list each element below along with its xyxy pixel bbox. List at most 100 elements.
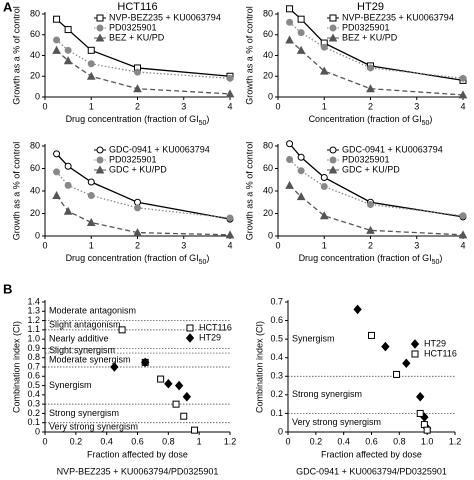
marker: [368, 331, 375, 339]
marker: [53, 15, 61, 23]
x-axis-label: Fraction affected by dose: [321, 449, 422, 459]
marker: [286, 140, 294, 148]
region-label: Slight synergism: [49, 345, 115, 355]
marker: [157, 375, 165, 383]
x-axis-label-part: ): [429, 114, 432, 124]
chart: 0 20 40 60 80 0 1 2 3 4 Drug concentration (fracti…: [244, 140, 468, 266]
y-tick-label: 0: [268, 91, 273, 101]
x-tick-label: 2: [368, 240, 373, 250]
y-tick-label: 20: [263, 71, 273, 81]
region-label: Moderate antagonism: [49, 306, 136, 316]
y-tick-label: 0.9: [27, 343, 40, 353]
marker: [134, 204, 141, 212]
y-tick-label: 80: [30, 140, 40, 150]
x-tick-label: 1: [322, 240, 327, 250]
y-tick-label: 0.2: [270, 389, 283, 399]
y-tick-label: 40: [263, 50, 273, 60]
series-line: [289, 39, 464, 96]
y-tick-label: 1.1: [27, 324, 40, 334]
legend-label: HCT116: [424, 348, 457, 358]
legend-label: GDC + KU/PD: [342, 164, 400, 174]
marker: [297, 167, 305, 175]
y-tick-label: 60: [30, 29, 40, 39]
y-tick-label: 80: [263, 8, 273, 18]
marker: [64, 162, 72, 170]
marker: [133, 84, 142, 93]
x-tick-label: 1: [197, 436, 202, 446]
marker: [285, 180, 294, 189]
marker: [64, 46, 72, 54]
y-tick-label: 1.0: [27, 334, 40, 344]
legend-label: HT29: [424, 338, 446, 348]
x-axis-label: Drug concentration (fraction of GI50): [66, 114, 210, 127]
x-tick-label: 1.2: [224, 436, 237, 446]
legend-label: NVP-BEZ235 + KU0063794: [109, 12, 221, 22]
y-tick-label: 20: [30, 71, 40, 81]
marker: [133, 228, 142, 237]
y-tick-label: 60: [30, 163, 40, 173]
marker: [393, 370, 401, 378]
marker: [366, 84, 375, 93]
x-tick-label: 0.2: [310, 436, 323, 446]
legend-label: PD0325901: [109, 154, 157, 164]
marker: [319, 66, 329, 75]
x-axis-label: Fraction affected by dose: [87, 449, 188, 459]
region-label: Slight antagonism: [49, 320, 121, 330]
marker: [367, 64, 374, 72]
region-label: Very strong synergism: [292, 417, 381, 427]
y-axis-label: Growth as a % of control: [11, 142, 21, 241]
legend-label: HCT116: [199, 322, 232, 332]
x-tick-label: 0.8: [162, 436, 175, 446]
x-tick-label: 0.8: [393, 436, 406, 446]
y-tick-label: 40: [30, 185, 40, 195]
legend-marker: [96, 156, 104, 164]
y-tick-label: 80: [263, 140, 273, 150]
x-tick-label: 1: [89, 101, 94, 111]
series-line: [289, 159, 464, 217]
marker: [286, 5, 294, 13]
legend-label: GDC-0941 + KU0063794: [342, 144, 443, 154]
y-axis-label: Combination index (CI): [254, 321, 264, 413]
marker: [182, 391, 191, 402]
x-axis-label-part: ): [439, 253, 442, 263]
legend-label: GDC-0941 + KU0063794: [109, 144, 210, 154]
region-label: Moderate synergism: [49, 354, 131, 364]
marker: [52, 190, 61, 199]
x-tick-label: 3: [414, 101, 419, 111]
x-tick-label: 2: [135, 101, 140, 111]
x-tick-label: 4: [227, 101, 232, 111]
x-axis-label-part: Drug concentration (fraction of GI: [299, 253, 432, 263]
legend-label: HT29: [199, 332, 221, 342]
marker: [134, 68, 141, 76]
y-tick-label: 1.3: [27, 306, 40, 316]
marker: [353, 304, 362, 315]
y-tick-label: 1.4: [27, 296, 40, 306]
y-tick-label: 40: [30, 50, 40, 60]
chart-title: HT29: [357, 1, 384, 13]
marker: [416, 409, 424, 417]
x-axis-label-part: 50: [422, 120, 430, 127]
y-axis-label: Growth as a % of control: [244, 142, 254, 241]
region-label: Very strong synergism: [49, 422, 138, 432]
x-tick-label: 2: [368, 101, 373, 111]
marker: [87, 192, 95, 199]
region-label: Synergism: [292, 334, 335, 344]
marker: [53, 150, 61, 158]
marker: [110, 362, 119, 372]
marker: [87, 178, 95, 186]
marker: [52, 45, 61, 54]
marker: [87, 60, 95, 68]
x-tick-label: 0.4: [337, 436, 350, 446]
y-tick-label: 0.3: [27, 399, 40, 409]
x-tick-label: 0: [42, 240, 47, 250]
y-tick-label: 20: [30, 208, 40, 218]
marker: [366, 225, 375, 234]
y-tick-label: 20: [263, 208, 273, 218]
marker: [458, 90, 468, 99]
y-tick-label: 0.4: [27, 389, 40, 399]
y-tick-label: 0.3: [270, 371, 283, 381]
y-tick-label: 60: [263, 29, 273, 39]
region-label: Synergism: [49, 380, 92, 390]
chart: HT29 0 20 40 60 80 0 1 2 3 4 Concentration (fractio…: [244, 1, 468, 127]
legend-marker: [96, 14, 104, 22]
